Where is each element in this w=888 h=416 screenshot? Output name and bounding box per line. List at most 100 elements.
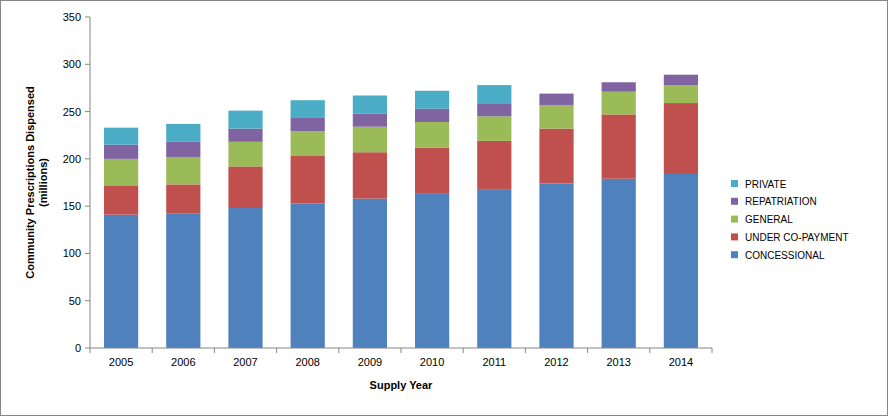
x-tick [525, 348, 526, 353]
x-tick-label: 2009 [358, 356, 382, 368]
bar-segment [291, 203, 325, 348]
y-tick [85, 300, 90, 301]
y-tick [85, 17, 90, 18]
legend-swatch [731, 180, 738, 187]
bar-segment [415, 122, 449, 148]
x-tick-label: 2010 [420, 356, 444, 368]
x-tick [649, 348, 650, 353]
x-tick [152, 348, 153, 353]
x-tick-label: 2012 [544, 356, 568, 368]
x-tick-label: 2008 [295, 356, 319, 368]
bar-segment [477, 189, 511, 348]
y-tick [85, 253, 90, 254]
bar-segment [166, 142, 200, 157]
x-tick-label: 2014 [669, 356, 693, 368]
y-axis-title-line: Community Prescriptions Dispensed [24, 86, 36, 279]
chart-frame [1, 1, 888, 416]
x-tick [90, 348, 91, 353]
y-tick-label: 350 [63, 11, 81, 23]
bar-segment [166, 184, 200, 213]
y-tick-label: 300 [63, 58, 81, 70]
x-tick [338, 348, 339, 353]
legend-label: REPATRIATION [745, 196, 817, 207]
x-tick-label: 2011 [482, 356, 506, 368]
y-tick [85, 158, 90, 159]
bar-segment [477, 116, 511, 141]
bar-segment [602, 92, 636, 115]
bar-segment [415, 194, 449, 348]
y-tick-label: 100 [63, 247, 81, 259]
bar-segment [539, 94, 573, 105]
bar-segment [477, 104, 511, 116]
x-tick-label: 2013 [606, 356, 630, 368]
bar-segment [477, 85, 511, 104]
bars [104, 75, 698, 348]
bar-segment [353, 95, 387, 113]
y-tick-label: 50 [69, 295, 81, 307]
bar-segment [664, 75, 698, 85]
bar-segment [664, 103, 698, 174]
x-tick [712, 348, 713, 353]
x-tick-label: 2005 [109, 356, 133, 368]
bar-segment [104, 128, 138, 145]
bar-segment [353, 113, 387, 126]
x-tick [587, 348, 588, 353]
bar-segment [353, 199, 387, 348]
legend-swatch [731, 198, 738, 205]
y-tick [85, 206, 90, 207]
bar-segment [291, 131, 325, 156]
y-axis-title: Community Prescriptions Dispensed(millio… [24, 86, 49, 279]
bar-segment [228, 142, 262, 167]
x-tick [401, 348, 402, 353]
legend-label: UNDER CO-PAYMENT [745, 232, 849, 243]
legend-swatch [731, 233, 738, 240]
legend-swatch [731, 216, 738, 223]
bar-segment [166, 124, 200, 142]
bar-segment [602, 114, 636, 178]
bar-segment [166, 214, 200, 348]
x-tick-label: 2007 [233, 356, 257, 368]
y-tick [85, 111, 90, 112]
bar-segment [539, 129, 573, 184]
bar-segment [104, 185, 138, 214]
bar-segment [664, 174, 698, 348]
y-axis [90, 17, 91, 348]
x-tick-label: 2006 [171, 356, 195, 368]
x-tick [276, 348, 277, 353]
bar-segment [664, 85, 698, 103]
bar-segment [415, 148, 449, 194]
y-tick-label: 150 [63, 200, 81, 212]
chart: 0 50 100 150 200 250 300 350 2005 2006 2007 2008 200… [0, 0, 888, 416]
y-tick-label: 0 [75, 342, 81, 354]
x-tick [463, 348, 464, 353]
bar-segment [228, 208, 262, 348]
bar-segment [104, 145, 138, 159]
bar-segment [104, 159, 138, 185]
legend-label: GENERAL [745, 214, 793, 225]
bar-segment [539, 105, 573, 129]
bar-segment [291, 117, 325, 131]
legend-label: CONCESSIONAL [745, 250, 825, 261]
bar-segment [602, 179, 636, 348]
x-tick [214, 348, 215, 353]
bar-segment [602, 82, 636, 91]
bar-segment [477, 141, 511, 189]
bar-segment [291, 156, 325, 203]
y-tick-label: 250 [63, 106, 81, 118]
bar-segment [539, 183, 573, 348]
bar-segment [353, 127, 387, 153]
legend-swatch [731, 251, 738, 258]
bar-segment [166, 157, 200, 184]
bar-segment [415, 91, 449, 109]
y-tick [85, 64, 90, 65]
y-axis-title-line: (millions) [37, 158, 49, 207]
y-tick-label: 200 [63, 153, 81, 165]
legend: PRIVATE REPATRIATION GENERAL UNDER CO-PAYME… [731, 179, 849, 261]
bar-segment [228, 111, 262, 129]
bar-segment [228, 129, 262, 142]
bar-segment [353, 152, 387, 198]
bar-segment [415, 109, 449, 122]
bar-segment [291, 100, 325, 117]
legend-label: PRIVATE [745, 179, 787, 190]
x-axis-title: Supply Year [370, 379, 433, 391]
